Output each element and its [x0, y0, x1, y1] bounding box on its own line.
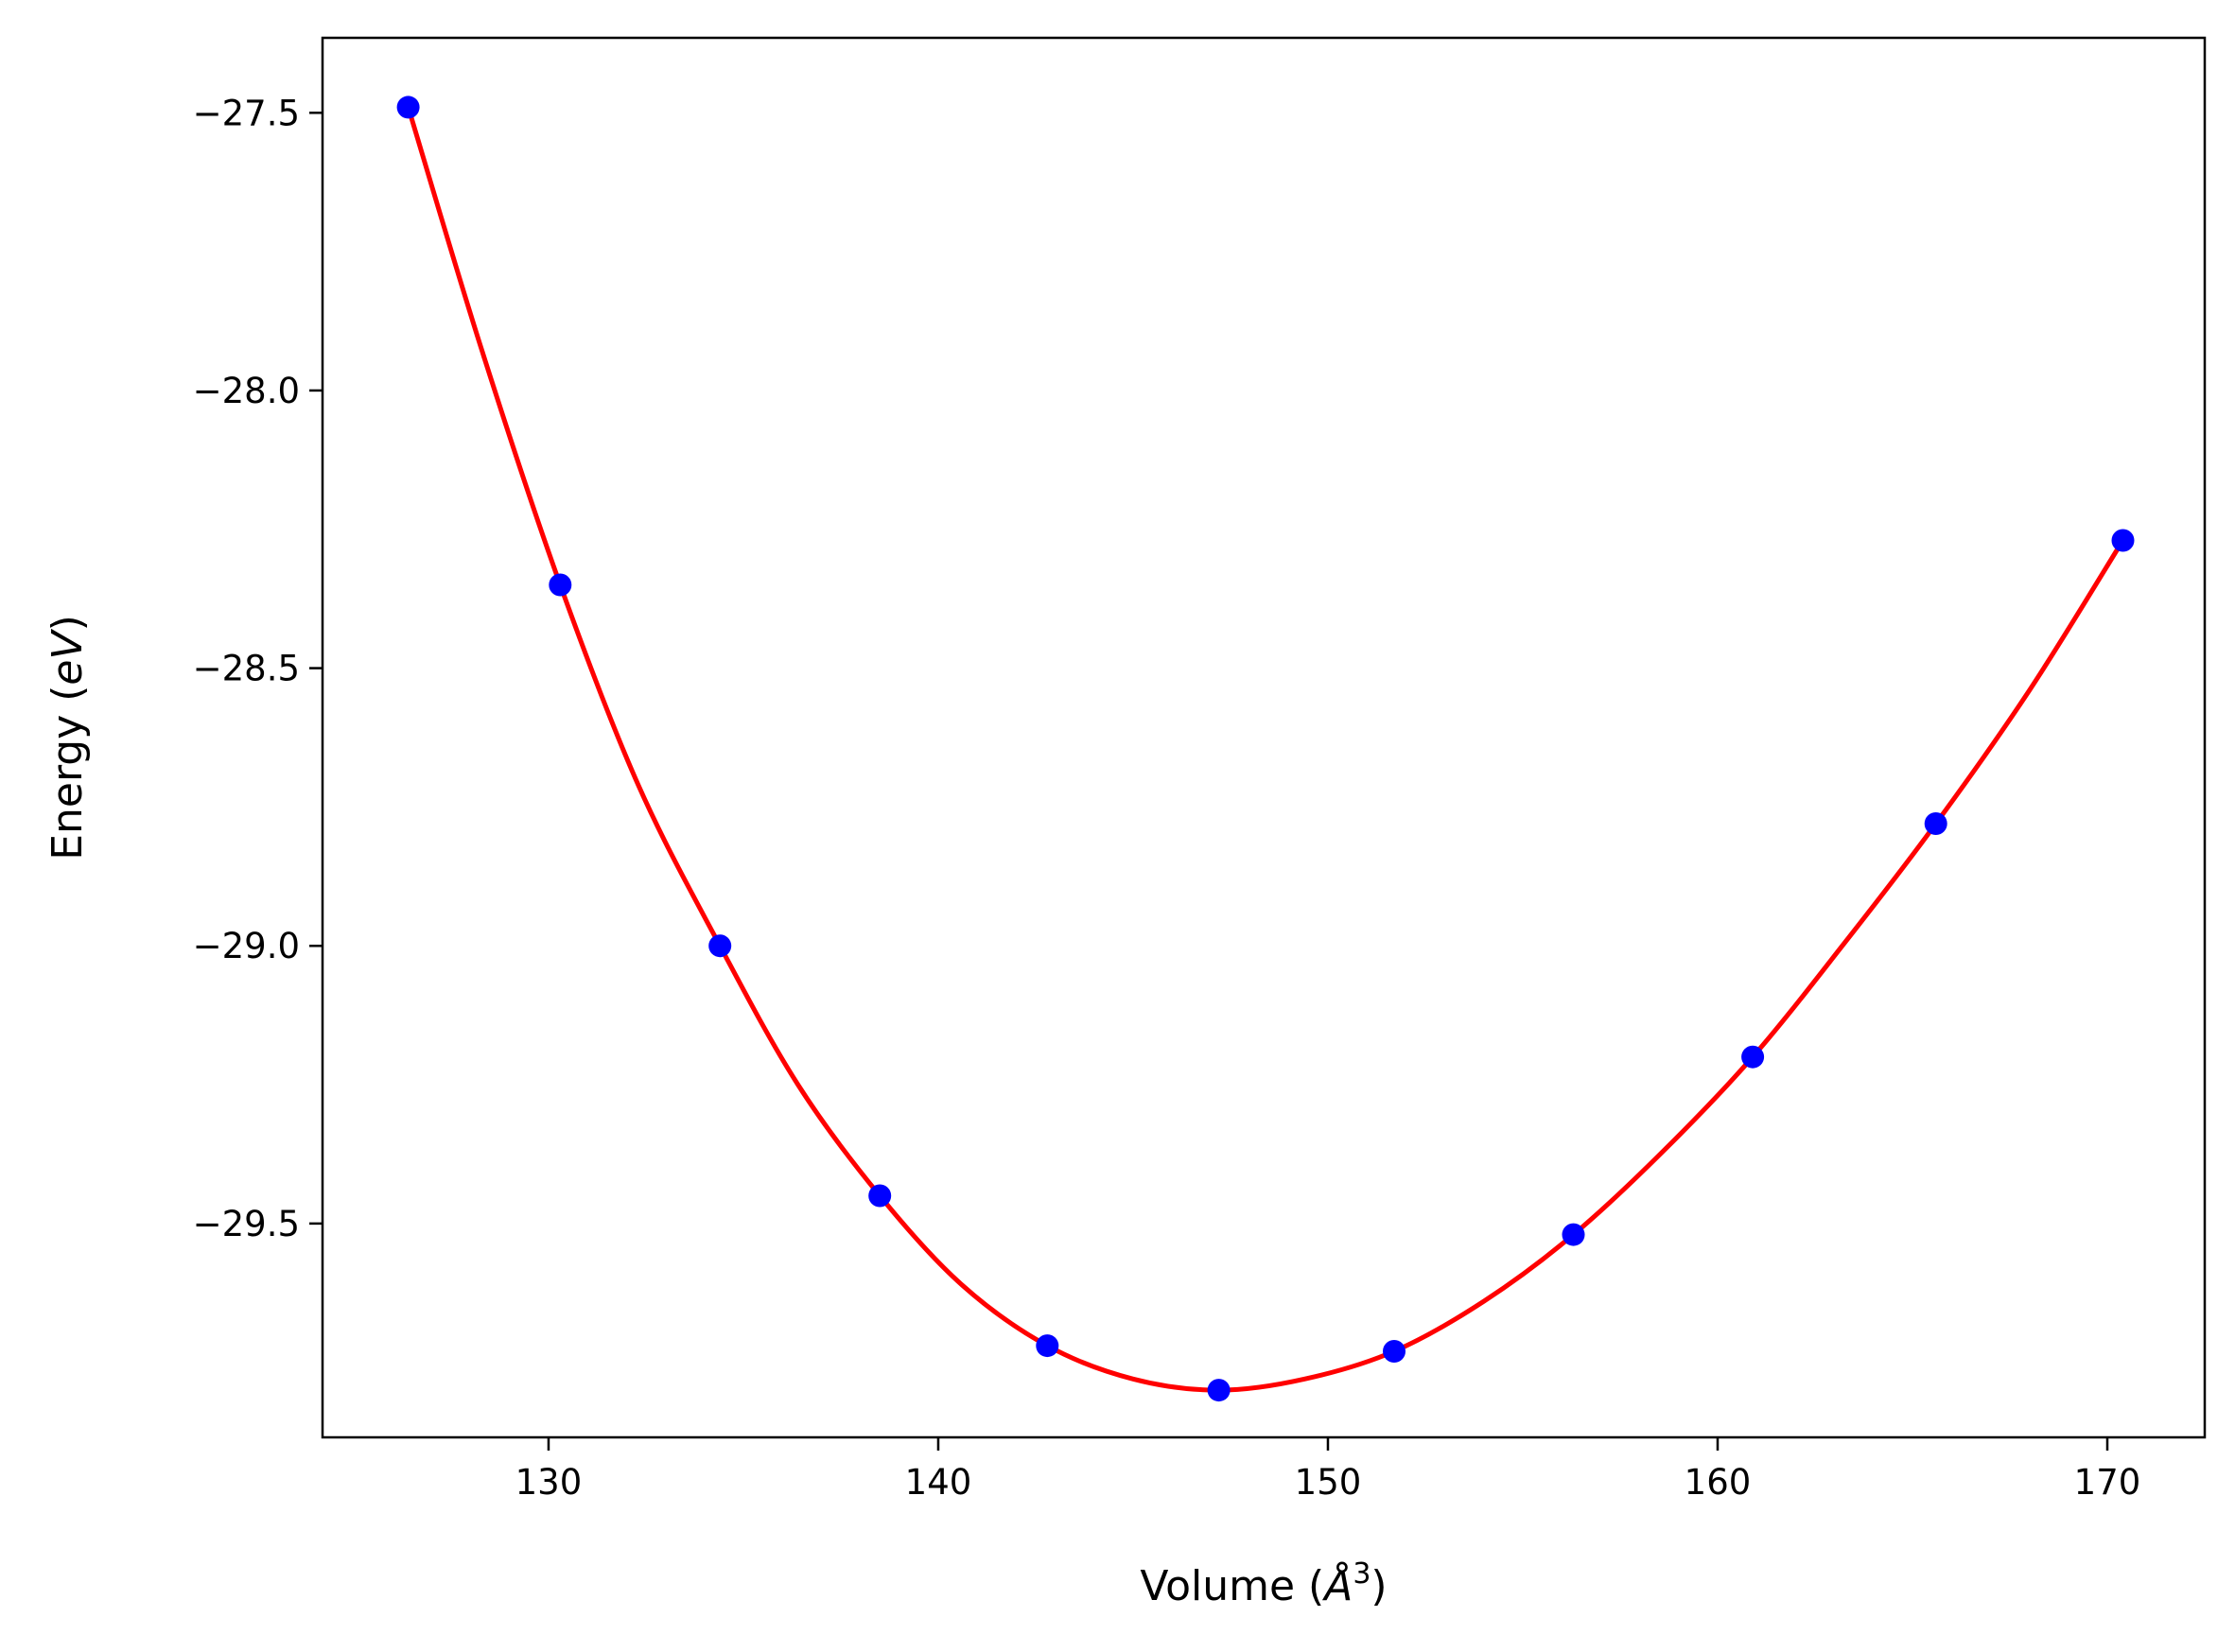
x-axis-label: Volume (Å3)	[1140, 1557, 1387, 1610]
fit-curve-line	[406, 104, 2125, 1393]
y-tick-label: −29.0	[193, 926, 300, 966]
data-point	[1036, 1334, 1059, 1358]
fit-curve-layer	[406, 104, 2125, 1393]
y-axis-label-prefix: Energy (	[44, 686, 92, 861]
data-point	[868, 1184, 892, 1208]
data-point	[1924, 812, 1947, 835]
data-point	[1741, 1045, 1765, 1069]
data-point	[708, 934, 732, 958]
plot-frame	[321, 36, 2207, 1439]
x-axis-label-unit: Å	[1321, 1560, 1353, 1610]
data-point	[549, 573, 572, 597]
data-point	[396, 96, 420, 119]
data-point	[1562, 1223, 1585, 1246]
y-tick-label: −28.5	[193, 649, 300, 689]
x-axis-label-prefix: Volume (	[1140, 1562, 1324, 1610]
x-tick-label: 130	[515, 1462, 583, 1503]
data-point	[1207, 1379, 1231, 1402]
data-points-layer	[396, 96, 2135, 1402]
x-tick-label: 140	[905, 1462, 972, 1503]
x-tick-label: 150	[1295, 1462, 1362, 1503]
x-axis-ticks: 130 140 150 160 170	[515, 1437, 2141, 1503]
data-point	[1383, 1340, 1406, 1363]
x-axis-label-exponent: 3	[1353, 1557, 1371, 1591]
y-tick-label: −27.5	[193, 93, 300, 133]
x-tick-label: 170	[2074, 1462, 2141, 1503]
x-axis-label-suffix: )	[1371, 1562, 1387, 1610]
y-tick-label: −28.0	[193, 371, 300, 411]
y-axis-ticks: −27.5 −28.0 −28.5 −29.0 −29.5	[193, 93, 323, 1244]
y-axis-label-suffix: )	[44, 615, 92, 631]
y-tick-label: −29.5	[193, 1204, 300, 1244]
y-axis-label-unit: eV	[44, 629, 92, 686]
data-point	[2111, 529, 2135, 552]
y-axis-label: Energy (eV)	[44, 615, 92, 861]
x-tick-label: 160	[1685, 1462, 1752, 1503]
